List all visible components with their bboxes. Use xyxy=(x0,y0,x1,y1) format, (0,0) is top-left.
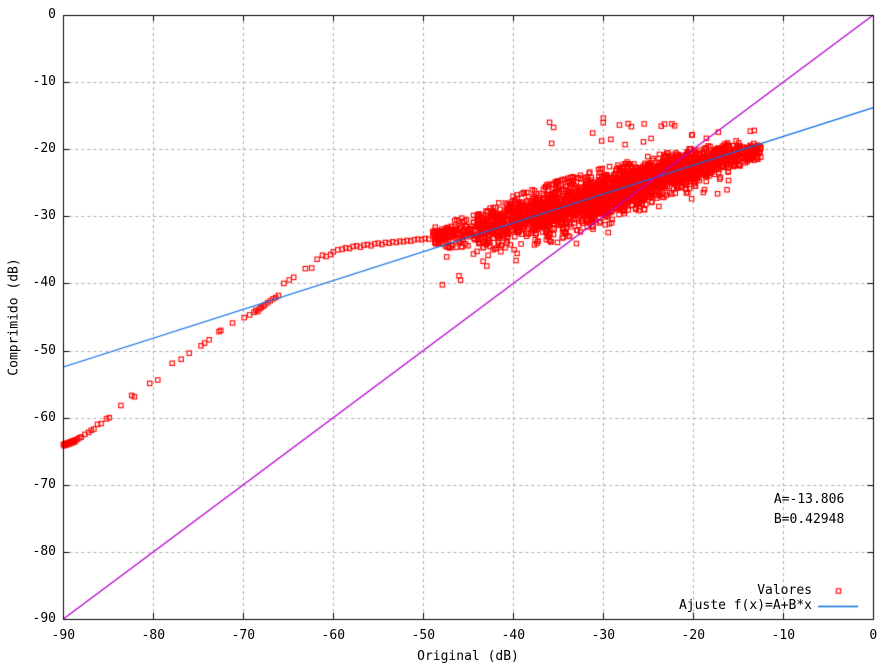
annotation-fit-A: A=-13.806 xyxy=(773,492,845,508)
x-tick-label: -20 xyxy=(681,628,706,643)
x-tick-label: -30 xyxy=(591,628,616,643)
x-tick-label: -90 xyxy=(51,628,76,643)
annotation-fit-B: B=0.42948 xyxy=(773,512,845,528)
y-tick-label: -50 xyxy=(32,342,56,358)
x-tick-label: -50 xyxy=(411,628,436,643)
x-tick-label: -10 xyxy=(771,628,796,643)
legend-label-valores: Valores xyxy=(757,583,812,598)
x-tick-label: -60 xyxy=(321,628,346,643)
y-tick-label: -80 xyxy=(32,543,56,559)
y-tick-label: -70 xyxy=(32,476,56,492)
y-tick-label: -90 xyxy=(32,610,56,626)
legend-label-ajuste: Ajuste f(x)=A+B*x xyxy=(678,598,812,613)
x-tick-label: -70 xyxy=(231,628,256,643)
y-tick-label: -30 xyxy=(32,208,56,224)
x-tick-label: -80 xyxy=(141,628,166,643)
x-tick-label: 0 xyxy=(869,628,878,643)
x-tick-label: -40 xyxy=(501,628,526,643)
y-tick-label: -20 xyxy=(32,141,56,157)
x-axis-title: Original (dB) xyxy=(417,649,519,664)
y-tick-label: -40 xyxy=(32,275,56,291)
y-tick-label: 0 xyxy=(48,7,56,22)
y-tick-label: -10 xyxy=(32,74,56,90)
y-tick-label: -60 xyxy=(32,409,56,425)
